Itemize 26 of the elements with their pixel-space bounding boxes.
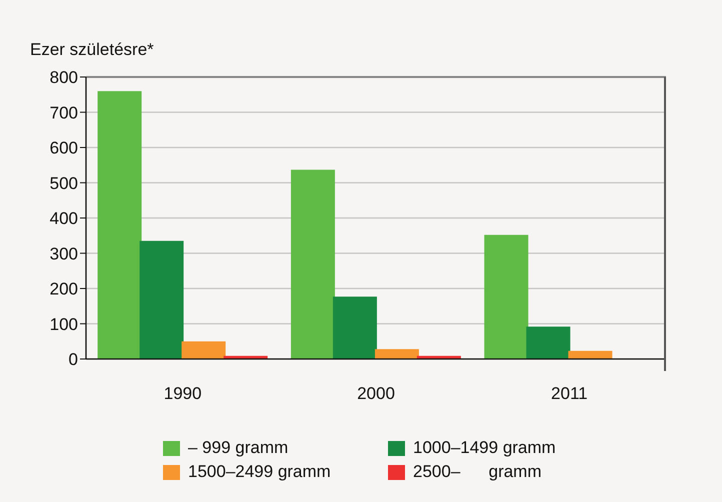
y-tick-label: 800	[50, 68, 78, 88]
x-tick-label: 1990	[164, 384, 202, 404]
bar	[290, 170, 335, 359]
legend-label: 2500– gramm	[413, 462, 542, 482]
bar	[374, 349, 419, 359]
legend-label: 1000–1499 gramm	[413, 438, 556, 458]
y-tick-label: 0	[68, 350, 78, 370]
bar	[98, 91, 142, 359]
y-tick-label: 100	[50, 314, 78, 334]
bar	[526, 326, 570, 359]
y-tick-label: 200	[50, 280, 78, 299]
y-tick-label: 500	[50, 174, 78, 193]
y-tick-label: 600	[50, 138, 78, 158]
bar	[568, 350, 612, 359]
x-tick-label: 2011	[551, 384, 588, 404]
bar	[182, 341, 226, 359]
y-tick-label: 700	[50, 103, 78, 122]
legend-label: – 999 gramm	[188, 438, 288, 458]
legend-label: 1500–2499 gramm	[188, 462, 331, 482]
bar	[332, 296, 377, 359]
bar	[140, 240, 184, 359]
y-axis-title: Ezer születésre*	[30, 40, 154, 60]
y-tick-label: 300	[50, 244, 78, 264]
x-tick-label: 2000	[357, 384, 395, 404]
bar	[484, 234, 528, 359]
y-tick-label: 400	[50, 209, 78, 228]
